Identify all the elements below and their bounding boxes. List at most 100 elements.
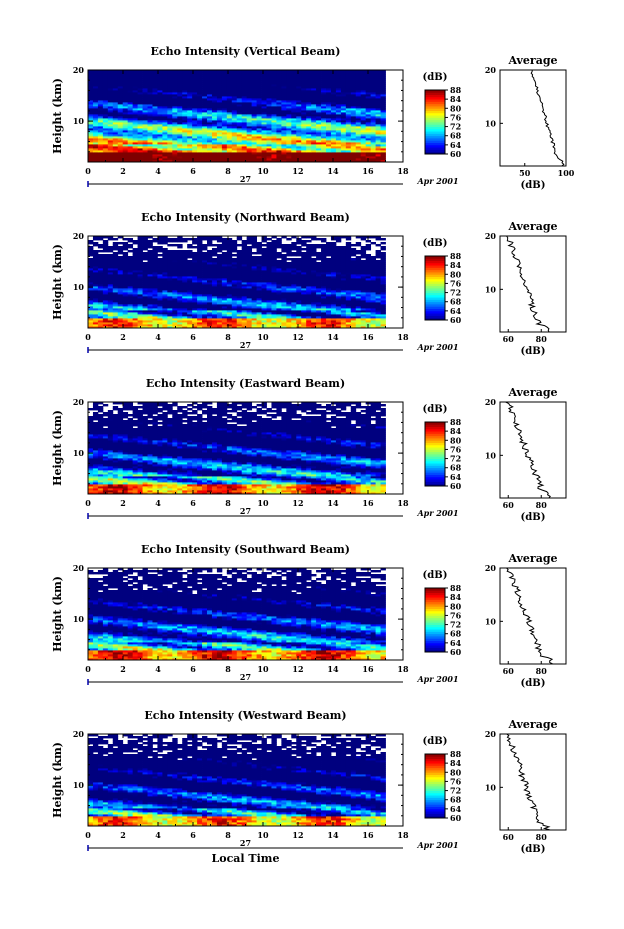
- heatmap-cell: [112, 152, 119, 155]
- heatmap-cell: [137, 154, 143, 157]
- heatmap-cell: [350, 154, 357, 157]
- heatmap-cell: [321, 130, 327, 133]
- heatmap-cell: [335, 106, 342, 109]
- heatmap-cell: [147, 122, 153, 125]
- heatmap-cell: [97, 130, 104, 133]
- heatmap-cell: [231, 150, 238, 153]
- heatmap-cell: [321, 140, 327, 143]
- heatmap-cell: [231, 120, 238, 123]
- heatmap-cell: [226, 100, 233, 103]
- heatmap-cell: [152, 130, 158, 133]
- heatmap-cell: [261, 114, 267, 117]
- heatmap-cell: [152, 158, 158, 161]
- heatmap-cell: [321, 148, 327, 151]
- heatmap-cell: [221, 100, 228, 103]
- heatmap-cell: [301, 110, 307, 113]
- heatmap-cell: [345, 116, 352, 119]
- heatmap-cell: [107, 128, 114, 131]
- heatmap-cell: [296, 142, 302, 145]
- heatmap-cell: [192, 102, 198, 105]
- heatmap-cell: [241, 108, 248, 111]
- heatmap-cell: [311, 116, 317, 119]
- heatmap-cell: [132, 92, 138, 95]
- heatmap-cell: [266, 132, 272, 135]
- heatmap-cell: [355, 106, 362, 109]
- heatmap-cell: [316, 150, 322, 153]
- heatmap-cell: [88, 114, 94, 117]
- heatmap-cell: [207, 148, 213, 151]
- heatmap-cell: [286, 124, 292, 127]
- heatmap-cell: [350, 152, 357, 155]
- heatmap-cell: [202, 148, 208, 151]
- heatmap-cell: [157, 150, 163, 153]
- heatmap-cell: [286, 104, 292, 107]
- heatmap-cell: [355, 128, 362, 131]
- heatmap-cell: [216, 136, 223, 139]
- heatmap-cell: [276, 124, 282, 127]
- heatmap-cell: [380, 120, 386, 123]
- heatmap-cell: [370, 132, 376, 135]
- heatmap-cell: [202, 144, 208, 147]
- heatmap-cell: [311, 146, 317, 149]
- heatmap-cell: [221, 98, 228, 101]
- heatmap-cell: [172, 156, 178, 159]
- heatmap-cell: [197, 160, 203, 163]
- heatmap-cell: [321, 110, 327, 113]
- heatmap-cell: [152, 154, 158, 157]
- heatmap-cell: [380, 158, 386, 161]
- heatmap-cell: [350, 92, 357, 95]
- heatmap-cell: [261, 104, 267, 107]
- heatmap-cell: [88, 90, 94, 93]
- heatmap-cell: [162, 156, 168, 159]
- heatmap-cell: [231, 124, 238, 127]
- heatmap-cell: [306, 96, 312, 99]
- heatmap-cell: [127, 100, 134, 103]
- heatmap-cell: [330, 122, 337, 125]
- heatmap-cell: [340, 156, 347, 159]
- heatmap-cell: [157, 154, 163, 157]
- heatmap-cell: [335, 158, 342, 161]
- heatmap-cell: [182, 134, 188, 137]
- heatmap-cell: [335, 142, 342, 145]
- heatmap-cell: [197, 112, 203, 115]
- heatmap-cell: [122, 136, 129, 139]
- heatmap-cell: [261, 122, 267, 125]
- heatmap-cell: [152, 110, 158, 113]
- heatmap-cell: [97, 112, 104, 115]
- heatmap-cell: [345, 158, 352, 161]
- heatmap-cell: [147, 150, 153, 153]
- heatmap-cell: [162, 124, 168, 127]
- heatmap-cell: [97, 100, 104, 103]
- heatmap-cell: [117, 138, 124, 141]
- heatmap-cell: [296, 124, 302, 127]
- heatmap-cell: [122, 104, 129, 107]
- heatmap-cell: [132, 148, 138, 151]
- heatmap-cell: [271, 96, 277, 99]
- heatmap-cell: [216, 98, 223, 101]
- heatmap-cell: [207, 124, 213, 127]
- heatmap-cell: [88, 144, 94, 147]
- heatmap-cell: [137, 126, 143, 129]
- heatmap-cell: [286, 150, 292, 153]
- heatmap-cell: [147, 114, 153, 117]
- heatmap-cell: [330, 106, 337, 109]
- heatmap-cell: [147, 124, 153, 127]
- heatmap-cell: [236, 116, 243, 119]
- heatmap-cell: [132, 90, 138, 93]
- heatmap-cell: [301, 94, 307, 97]
- heatmap-cell: [256, 146, 262, 149]
- x-tick-label: 12: [292, 166, 303, 176]
- heatmap-cell: [345, 114, 352, 117]
- heatmap-cell: [375, 134, 381, 137]
- heatmap-cell: [326, 120, 332, 123]
- heatmap-cell: [365, 152, 372, 155]
- heatmap-cell: [167, 160, 173, 163]
- heatmap-cell: [216, 102, 223, 105]
- heatmap-cell: [167, 142, 173, 145]
- heatmap-cell: [266, 160, 272, 163]
- heatmap-cell: [251, 94, 257, 97]
- heatmap-cell: [251, 122, 257, 125]
- heatmap-cell: [360, 150, 367, 153]
- heatmap-cell: [335, 112, 342, 115]
- heatmap-cell: [241, 94, 248, 97]
